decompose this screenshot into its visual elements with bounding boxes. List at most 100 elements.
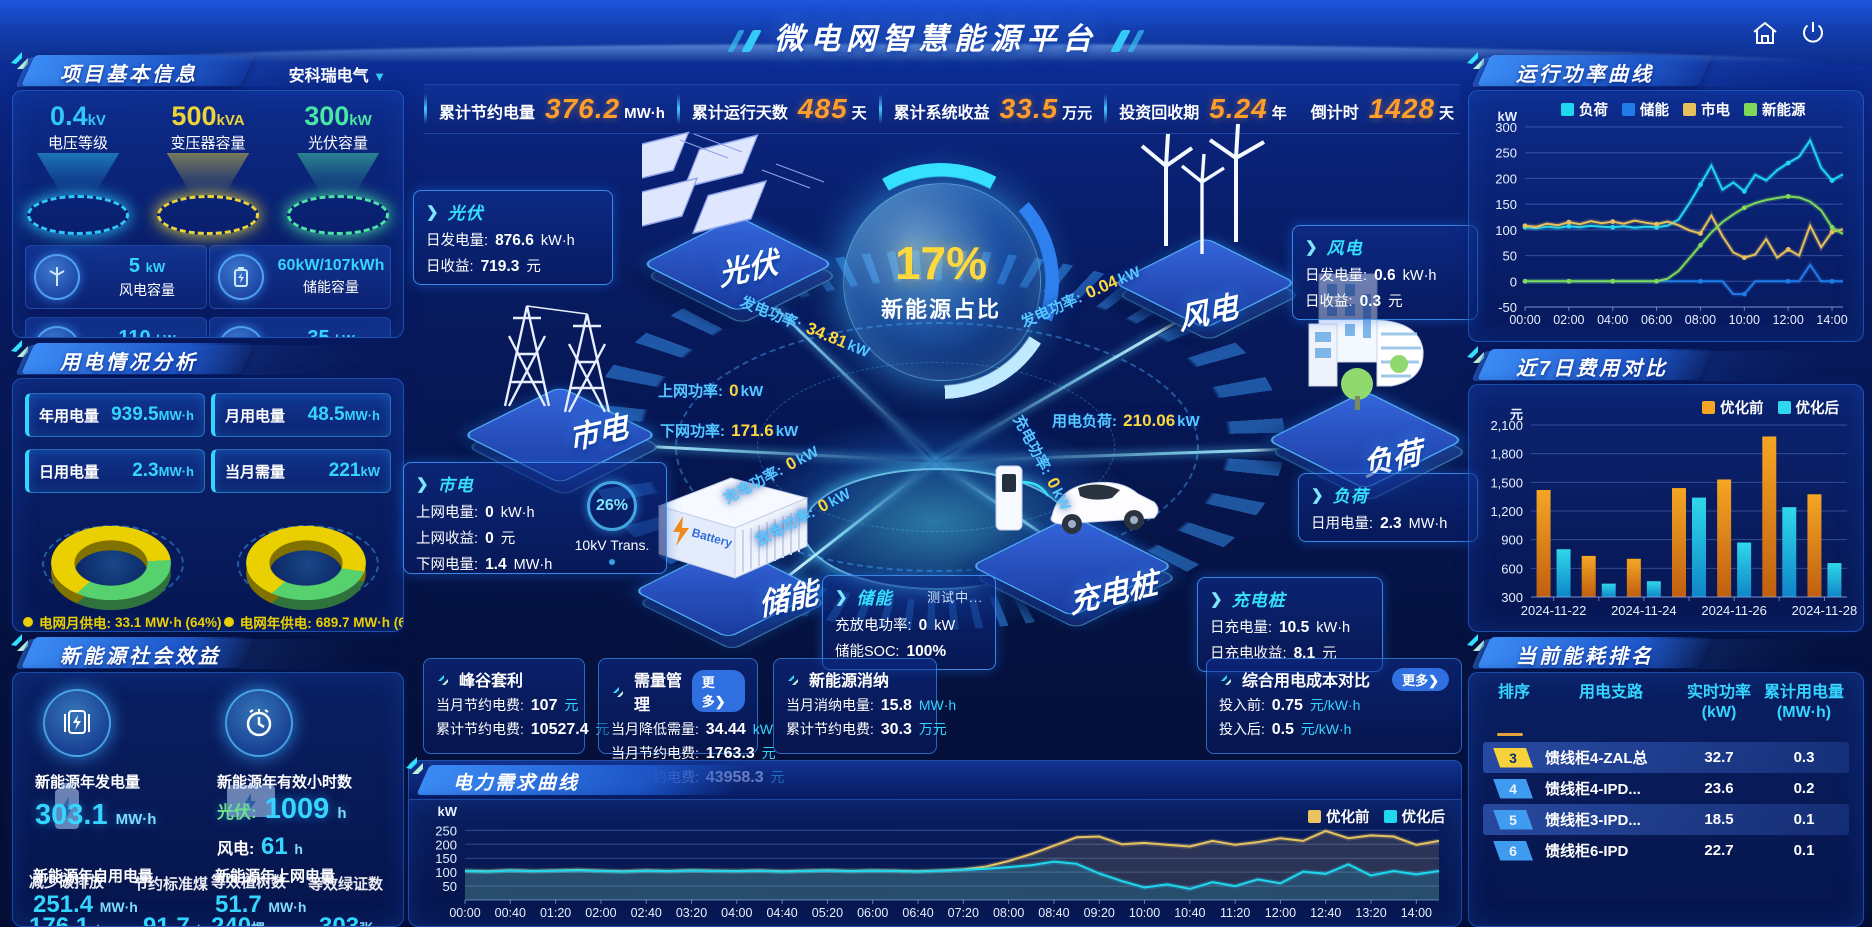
orb-halo <box>795 135 1085 425</box>
arrow-icon: ❯ <box>1311 486 1325 504</box>
kpi-unit: 万元 <box>1062 105 1093 122</box>
kpi-value: 1428 <box>1368 93 1436 124</box>
summary-card-4: 综合用电成本对比 更多❯ 投入前: 0.75 元/kW·h 投入后: 0.5 元/kW… <box>1206 658 1462 754</box>
cone-ring <box>27 195 129 235</box>
svg-text:10:00: 10:00 <box>1129 906 1160 920</box>
flow-label: 充电功率: 0kW <box>1009 412 1074 514</box>
coal-value: 91.7 t <box>143 913 201 927</box>
svg-text:900: 900 <box>1501 533 1523 548</box>
svg-text:12:00: 12:00 <box>1773 313 1804 327</box>
home-icon[interactable] <box>1750 18 1780 48</box>
panel-title: 运行功率曲线 <box>1516 64 1654 86</box>
card-row: 当月节约电费: 1763.3 元 <box>611 745 776 762</box>
kpi-item: 倒计时 1428 天 <box>1299 93 1466 125</box>
title-deco-left2 <box>740 30 762 52</box>
kpi-value: 376.2 <box>545 93 621 124</box>
center-orb <box>843 183 1041 381</box>
legend-item-新能源[interactable]: 新能源 <box>1744 99 1806 120</box>
table-row[interactable]: 4 馈线柜4-IPD... 23.6 0.2 <box>1483 773 1849 804</box>
pv-info-card: ❯ 光伏 日发电量: 876.6 kW·h 日收益: 719.3 元 <box>413 190 613 285</box>
card-row: 日发电量: 876.6 kW·h <box>426 232 575 249</box>
card-row: 当月节约电费: 107 元 <box>436 697 579 714</box>
panel-demand-curve: 电力需求曲线 优化前 优化后 50 100 150 200 250 kW 00:00 00:40… <box>406 757 1462 927</box>
more-button[interactable]: 更多❯ <box>691 670 745 712</box>
svg-text:08:00: 08:00 <box>1685 313 1716 327</box>
card-header: 综合用电成本对比 更多❯ <box>1219 667 1449 691</box>
battery-ghost-icon <box>55 783 79 829</box>
legend-item-优化前[interactable]: 优化前 <box>1308 806 1370 827</box>
donut-legend-column: 电网月供电: 33.1 MW·h (64%)新能源月消纳: 19 MW·h (3… <box>23 607 224 631</box>
power-icon[interactable] <box>1798 18 1828 48</box>
kpi-item: 累计系统收益 33.5 万元 <box>882 93 1105 125</box>
svg-text:50: 50 <box>443 879 457 894</box>
svg-text:2024-11-26: 2024-11-26 <box>1701 603 1767 618</box>
svg-text:2024-11-22: 2024-11-22 <box>1521 603 1587 618</box>
legend-item-市电[interactable]: 市电 <box>1683 99 1730 120</box>
svg-text:-50: -50 <box>1498 300 1517 315</box>
page-title: 微电网智慧能源平台 <box>0 14 1872 58</box>
cone-beam <box>166 153 250 199</box>
card-header: 新能源消纳 <box>786 667 924 691</box>
table-row[interactable]: 3 馈线柜4-ZAL总 32.7 0.3 <box>1483 742 1849 773</box>
card-title: 新能源消纳 <box>809 673 890 690</box>
total-energy: 0.1 <box>1793 811 1815 828</box>
storage-info-card: ❯ 储能 测试中... 充放电功率: 0 kW 储能SOC: 100% <box>822 575 996 670</box>
panel-title: 新能源社会效益 <box>60 646 221 668</box>
company-dropdown[interactable]: 安科瑞电气 ▼ <box>289 62 386 86</box>
dashed-ring-outer <box>675 322 1199 572</box>
total-energy: 0.3 <box>1793 749 1815 766</box>
stat-text: 5 kW 风电容量 <box>88 255 206 300</box>
capacity-stat: 35 kW交流充电桩 <box>209 317 391 338</box>
legend-item-优化后[interactable]: 优化后 <box>1383 806 1445 827</box>
card-row: 累计节约电费: 10527.4 元 <box>436 721 610 738</box>
svg-text:02:00: 02:00 <box>585 906 616 920</box>
month-supply-donut <box>36 509 186 611</box>
ranking-underline <box>1497 733 1523 736</box>
more-button[interactable]: 更多❯ <box>1392 667 1449 691</box>
flow-label: 充电功率: 0kW <box>720 443 822 508</box>
kpi-label: 累计系统收益 <box>893 105 990 122</box>
card-title-text: 充电桩 <box>1231 591 1286 610</box>
svg-text:01:20: 01:20 <box>540 906 571 920</box>
svg-text:元: 元 <box>1510 407 1523 422</box>
svg-text:04:40: 04:40 <box>766 906 797 920</box>
panel-project-info: 项目基本信息 安科瑞电气 ▼ 0.4kV 电压等级 500kVA 变压器容量 300kW… <box>11 52 404 338</box>
node-label-storage: 储能 <box>757 576 820 623</box>
kpi-separator <box>676 94 680 124</box>
realtime-power: 23.6 <box>1704 780 1734 797</box>
top-header: 微电网智慧能源平台 <box>0 0 1872 70</box>
stat-text: 60kW/107kWh 储能容量 <box>272 257 390 297</box>
ranking-header: 排序 <box>1497 684 1530 701</box>
stat-label: 储能容量 <box>303 279 359 295</box>
self-use-label: 新能源年自用电量 <box>33 868 154 885</box>
company-dropdown-value: 安科瑞电气 <box>288 68 369 85</box>
title-deco-right2 <box>1127 30 1146 52</box>
legend-swatch <box>1683 103 1696 116</box>
flow-label: 下网功率: 171.6 kW <box>660 421 799 440</box>
legend-item-优化后[interactable]: 优化后 <box>1777 397 1839 418</box>
kpi-label: 倒计时 <box>1310 105 1359 122</box>
tile-label: 当月需量 <box>225 463 286 481</box>
energy-beam <box>934 445 1355 463</box>
radial-tick-ring <box>585 250 1285 630</box>
legend-row: 电网年供电: 689.7 MW·h (69%) <box>223 612 403 631</box>
card-row: 投入后: 0.5 元/kW·h <box>1219 721 1352 738</box>
tile-label: 年用电量 <box>39 407 100 425</box>
card-row: 当月降低需量: 34.44 kW <box>611 721 773 738</box>
energy-beam <box>723 257 937 463</box>
ranking-table: 排序 用电支路 实时功率 (kW) 累计用电量 (MW·h) 3 馈线柜4-ZAL总 32.7 0… <box>1469 673 1863 926</box>
legend-item-负荷[interactable]: 负荷 <box>1561 99 1608 120</box>
status-badge: 测试中... <box>927 590 983 605</box>
wind-info-card: ❯ 风电 日发电量: 0.6 kW·h 日收益: 0.3 元 <box>1292 225 1478 320</box>
table-row[interactable]: 6 馈线柜6-IPD 22.7 0.1 <box>1483 835 1849 866</box>
svg-text:2,100: 2,100 <box>1490 418 1523 433</box>
card-row: 日充电量: 10.5 kW·h <box>1210 619 1351 636</box>
legend-item-储能[interactable]: 储能 <box>1622 99 1669 120</box>
generation-pedestal-icon <box>43 689 111 757</box>
battery-container-icon: Battery <box>657 477 809 579</box>
kpi-separator <box>424 94 427 124</box>
table-row[interactable]: 5 馈线柜3-IPD... 18.5 0.1 <box>1483 804 1849 835</box>
legend-item-优化前[interactable]: 优化前 <box>1702 397 1764 418</box>
stat-text: 35 kW交流充电桩 <box>272 327 390 338</box>
